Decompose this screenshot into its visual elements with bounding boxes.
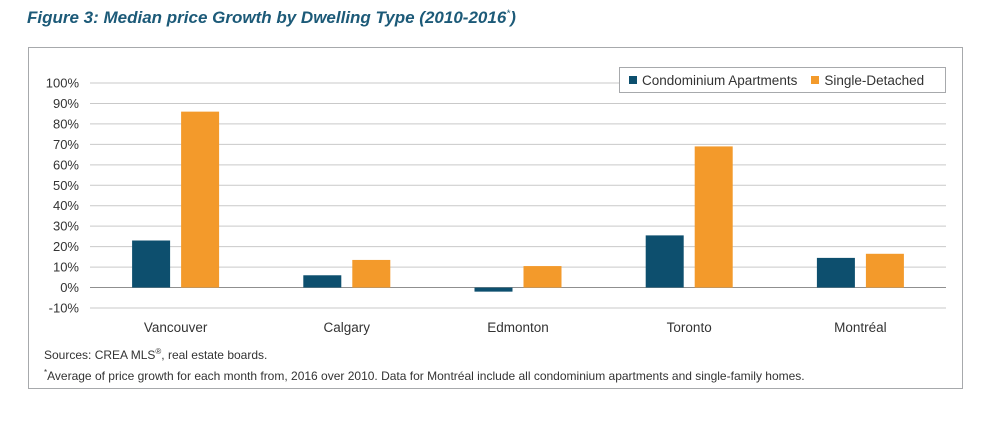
bar (352, 259, 391, 288)
chart-frame (28, 47, 963, 389)
x-category-label: Edmonton (487, 320, 549, 335)
y-tick-label: 70% (53, 137, 79, 152)
bar (816, 257, 855, 288)
bar (645, 235, 684, 288)
y-tick-label: 40% (53, 198, 79, 213)
title-footnote-mark: * (506, 8, 511, 20)
bar (865, 253, 904, 288)
bar (181, 111, 220, 288)
y-tick-label: 0% (60, 280, 79, 295)
legend-swatch-condominium (629, 76, 637, 84)
legend-label-condominium: Condominium Apartments (642, 72, 798, 88)
bar (694, 146, 733, 288)
chart-legend: Condominium Apartments Single-Detached (619, 67, 946, 93)
y-tick-label: 80% (53, 116, 79, 131)
chart-notes: Sources: CREA MLS®, real estate boards. … (44, 343, 805, 385)
bar (132, 240, 171, 288)
y-tick-label: 50% (53, 178, 79, 193)
x-category-label: Calgary (324, 320, 371, 335)
figure-title: Figure 3: Median price Growth by Dwellin… (27, 8, 516, 27)
y-tick-label: 90% (53, 96, 79, 111)
y-tick-label: 60% (53, 157, 79, 172)
legend-item-condominium: Condominium Apartments (629, 73, 797, 88)
legend-swatch-single-detached (811, 76, 820, 84)
bar (523, 266, 562, 288)
y-tick-label: 20% (53, 239, 79, 254)
y-tick-label: 100% (46, 76, 80, 91)
legend-item-single-detached: Single-Detached (811, 73, 924, 88)
sources-note: Sources: CREA MLS®, real estate boards. (44, 347, 268, 362)
y-tick-label: 30% (53, 219, 79, 234)
x-category-label: Toronto (667, 320, 712, 335)
y-tick-label: 10% (53, 260, 79, 275)
footnote: *Average of price growth for each month … (44, 368, 805, 383)
x-category-label: Montréal (834, 320, 887, 335)
y-tick-label: -10% (49, 301, 80, 316)
bar (303, 275, 342, 288)
x-category-label: Vancouver (144, 320, 208, 335)
bar (474, 287, 513, 292)
legend-label-single-detached: Single-Detached (824, 72, 925, 88)
